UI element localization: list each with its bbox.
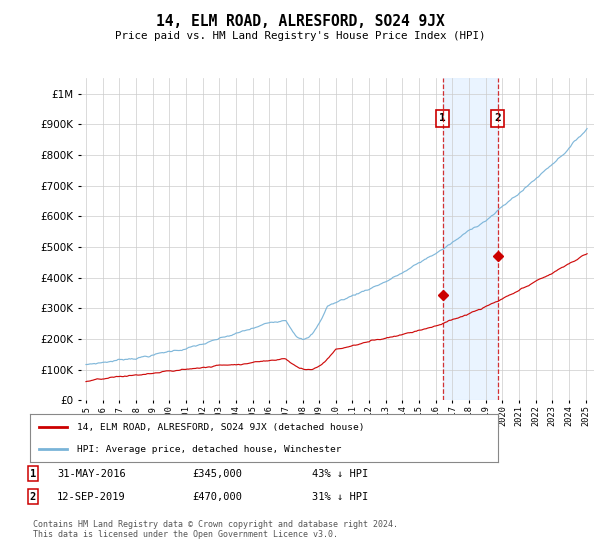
Text: 31% ↓ HPI: 31% ↓ HPI: [312, 492, 368, 502]
Text: HPI: Average price, detached house, Winchester: HPI: Average price, detached house, Winc…: [77, 445, 341, 454]
Text: 1: 1: [439, 113, 446, 123]
Bar: [443, 78, 497, 400]
Text: Price paid vs. HM Land Registry's House Price Index (HPI): Price paid vs. HM Land Registry's House …: [115, 31, 485, 41]
Text: 12-SEP-2019: 12-SEP-2019: [57, 492, 126, 502]
Text: 31-MAY-2016: 31-MAY-2016: [57, 469, 126, 479]
Text: 1: 1: [30, 469, 36, 479]
Text: 14, ELM ROAD, ALRESFORD, SO24 9JX: 14, ELM ROAD, ALRESFORD, SO24 9JX: [155, 14, 445, 29]
Text: £470,000: £470,000: [192, 492, 242, 502]
Text: 43% ↓ HPI: 43% ↓ HPI: [312, 469, 368, 479]
Text: Contains HM Land Registry data © Crown copyright and database right 2024.
This d: Contains HM Land Registry data © Crown c…: [33, 520, 398, 539]
Text: £345,000: £345,000: [192, 469, 242, 479]
Text: 2: 2: [494, 113, 501, 123]
Text: 14, ELM ROAD, ALRESFORD, SO24 9JX (detached house): 14, ELM ROAD, ALRESFORD, SO24 9JX (detac…: [77, 423, 364, 432]
Text: 2: 2: [30, 492, 36, 502]
